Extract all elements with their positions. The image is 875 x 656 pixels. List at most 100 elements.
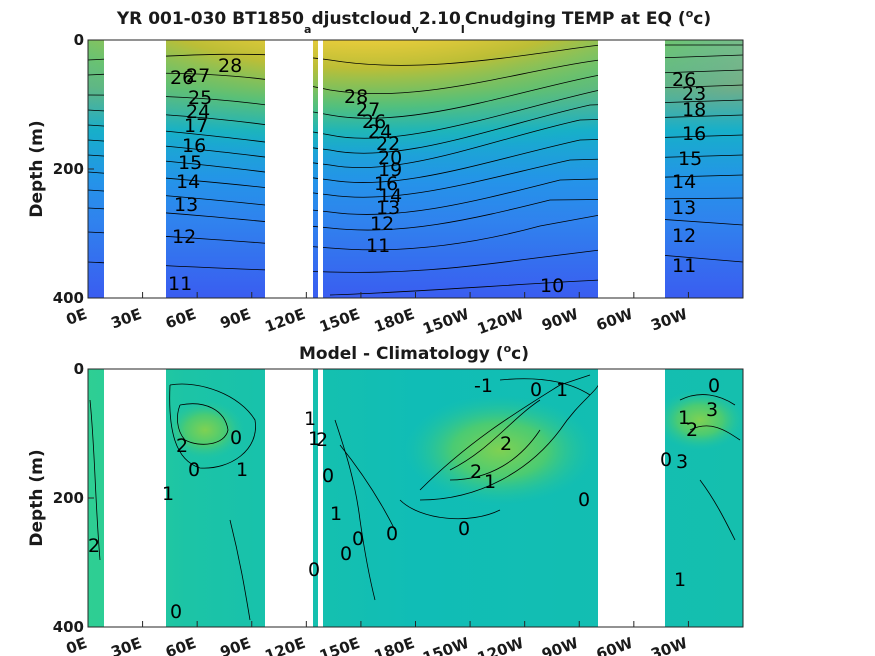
x-tick-label: 90E (218, 634, 253, 656)
contour-label-17: 17 (184, 115, 208, 137)
x-tick-label: 120E (262, 634, 307, 656)
x-tick-label: 30W (648, 634, 690, 656)
contour-label-16c: 16 (682, 123, 706, 145)
contour-label-1a: 1 (556, 379, 568, 401)
x-tick-label: 150E (317, 305, 362, 336)
panel1-contour-labels: 28 26 27 25 24 17 16 15 14 13 12 11 28 2… (168, 55, 706, 297)
x-tick-label: 0E (64, 634, 90, 656)
contour-label-0b: 0 (458, 518, 470, 540)
contour-label-26: 26 (170, 67, 194, 89)
contour-label-1f: 1 (308, 428, 320, 450)
x-tick-label: 150E (317, 634, 362, 656)
contour-label-3b: 3 (676, 451, 688, 473)
contour-label-14b: 14 (378, 185, 402, 207)
y-tick-label: 0 (74, 31, 84, 49)
contour-label-3a: 3 (706, 399, 718, 421)
contour-label-0k: 0 (308, 559, 320, 581)
anomaly-field (88, 369, 743, 627)
contour-label-neg1: -1 (474, 375, 493, 397)
contour-label-11c: 11 (672, 255, 696, 277)
contour-label-2c: 2 (176, 435, 188, 457)
panel1-ylabel: Depth (m) (27, 120, 47, 217)
x-tick-label: 90W (539, 305, 581, 335)
contour-label-0j: 0 (386, 523, 398, 545)
contour-label-27b: 27 (356, 99, 380, 121)
x-tick-label: 120E (262, 305, 307, 336)
contour-label-0h: 0 (340, 543, 352, 565)
x-tick-label: 0E (64, 305, 90, 329)
contour-label-16: 16 (182, 135, 206, 157)
contour-label-10: 10 (540, 275, 564, 297)
contour-label-19b: 19 (378, 159, 402, 181)
x-tick-label: 30W (648, 305, 690, 335)
x-tick-label: 180E (372, 305, 417, 336)
contour-label-12: 12 (172, 226, 196, 248)
x-tick-label: 30E (109, 305, 144, 333)
contour-label-11: 11 (168, 273, 192, 295)
contour-label-13c: 13 (672, 197, 696, 219)
contour-label-1i: 1 (674, 569, 686, 591)
contour-label-12c: 12 (672, 225, 696, 247)
y-tick-label: 200 (53, 489, 84, 507)
contour-label-24b: 24 (368, 121, 392, 143)
contour-label-15c: 15 (678, 148, 702, 170)
contour-label-13: 13 (174, 194, 198, 216)
x-tick-label: 180E (372, 634, 417, 656)
panel2-ylabel: Depth (m) (27, 449, 47, 546)
contour-label-25: 25 (188, 87, 212, 109)
x-tick-label: 120W (475, 305, 527, 338)
contour-label-0e: 0 (188, 459, 200, 481)
contour-label-27: 27 (186, 65, 210, 87)
contour-label-12b: 12 (370, 213, 394, 235)
x-tick-label: 150W (420, 634, 472, 656)
contour-label-0a: 0 (530, 379, 542, 401)
contour-label-1e: 1 (304, 408, 316, 430)
contour-label-20b: 20 (378, 147, 402, 169)
contour-label-2e: 2 (316, 429, 328, 451)
panel-anomaly: Model - Climatology (oc) (27, 342, 744, 656)
contour-label-1h: 1 (678, 407, 690, 429)
y-tick-label: 0 (74, 360, 84, 378)
contour-label-2a: 2 (500, 433, 512, 455)
x-tick-label: 150W (420, 305, 472, 338)
contour-label-0d: 0 (230, 427, 242, 449)
x-tick-label: 60W (594, 634, 636, 656)
contour-label-28b: 28 (344, 86, 368, 108)
contour-label-13b: 13 (376, 197, 400, 219)
contour-label-1c: 1 (236, 459, 248, 481)
contour-label-1d: 1 (162, 483, 174, 505)
x-tick-label: 120W (475, 634, 527, 656)
contour-label-0m: 0 (660, 449, 672, 471)
contour-label-14c: 14 (672, 171, 696, 193)
contour-label-18c: 18 (682, 99, 706, 121)
contour-label-22b: 22 (376, 133, 400, 155)
contour-label-1g: 1 (330, 503, 342, 525)
contour-label-24: 24 (186, 101, 210, 123)
x-tick-label: 60W (594, 305, 636, 335)
panel-temperature: YR 001-030 BT1850adjustcloudv2.10ICnudgi… (27, 7, 744, 338)
contour-label-0f: 0 (170, 601, 182, 623)
contour-label-28: 28 (218, 55, 242, 77)
x-tick-label: 60E (163, 634, 198, 656)
y-tick-label: 400 (53, 289, 84, 307)
y-tick-label: 400 (53, 618, 84, 636)
contour-label-26b: 26 (362, 111, 386, 133)
x-tick-label: 60E (163, 305, 198, 333)
panel2-title: Model - Climatology (oc) (299, 342, 529, 364)
contour-label-2f: 2 (686, 419, 698, 441)
contour-label-1b: 1 (484, 471, 496, 493)
contour-label-0g: 0 (322, 465, 334, 487)
panel2-contour-labels: -1 0 1 2 2 1 0 0 2 0 0 1 1 0 2 1 1 2 0 1… (88, 375, 720, 623)
contour-label-14: 14 (176, 171, 200, 193)
contour-label-11b: 11 (366, 235, 390, 257)
contour-label-2b: 2 (470, 461, 482, 483)
contour-label-26c: 26 (672, 69, 696, 91)
temperature-field (88, 40, 743, 298)
x-tick-label: 90E (218, 305, 253, 333)
contour-label-2d: 2 (88, 535, 100, 557)
contour-label-0c: 0 (578, 489, 590, 511)
contour-label-0i: 0 (352, 528, 364, 550)
y-tick-label: 200 (53, 160, 84, 178)
